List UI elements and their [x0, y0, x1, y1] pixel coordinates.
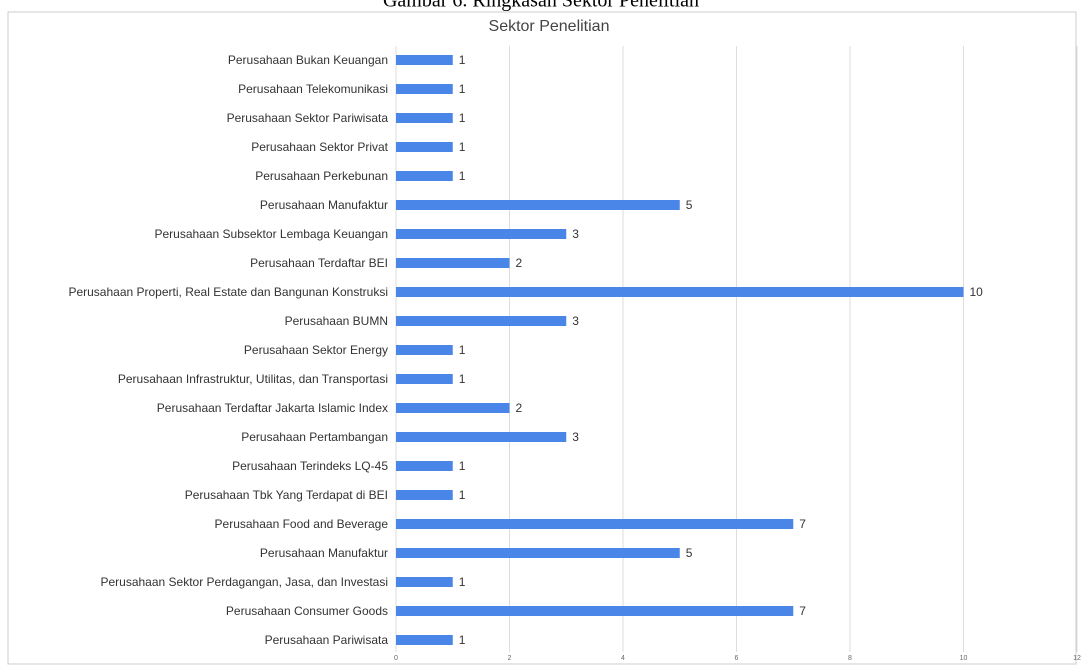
- bar: [396, 490, 453, 500]
- y-tick-label: Perusahaan Manufaktur: [260, 546, 388, 560]
- x-tick-label: 10: [960, 655, 968, 662]
- chart-frame: [7, 11, 1077, 665]
- x-tick-label: 12: [1073, 655, 1081, 662]
- bar: [396, 200, 680, 210]
- y-tick-label: Perusahaan Sektor Energy: [244, 343, 388, 357]
- data-label: 2: [516, 256, 523, 270]
- bar: [396, 548, 680, 558]
- data-label: 1: [459, 111, 466, 125]
- data-label: 3: [572, 227, 579, 241]
- data-label: 3: [572, 430, 579, 444]
- bar: [396, 635, 453, 645]
- x-tick-label: 2: [508, 655, 512, 662]
- bar: [396, 171, 453, 181]
- x-tick-label: 6: [735, 655, 739, 662]
- data-label: 1: [459, 53, 466, 67]
- data-label: 1: [459, 372, 466, 386]
- data-label: 1: [459, 575, 466, 589]
- y-tick-label: Perusahaan Terindeks LQ-45: [232, 459, 388, 473]
- data-label: 1: [459, 488, 466, 502]
- y-tick-label: Perusahaan Consumer Goods: [226, 604, 388, 618]
- x-tick-label: 0: [394, 655, 398, 662]
- y-tick-label: Perusahaan Pertambangan: [241, 430, 388, 444]
- bar: [396, 55, 453, 65]
- y-tick-label: Perusahaan Food and Beverage: [215, 517, 389, 531]
- bar: [396, 84, 453, 94]
- data-label: 3: [572, 314, 579, 328]
- bar: [396, 142, 453, 152]
- y-tick-label: Perusahaan Sektor Perdagangan, Jasa, dan…: [100, 575, 388, 589]
- bar: [396, 229, 567, 239]
- x-tick-label: 4: [621, 655, 625, 662]
- data-label: 10: [970, 285, 984, 299]
- bar: [396, 577, 453, 587]
- y-tick-label: Perusahaan BUMN: [285, 314, 388, 328]
- bar: [396, 403, 510, 413]
- figure-caption: Gambar 6. Ringkasan Sektor Penelitian: [383, 0, 699, 12]
- data-label: 5: [686, 198, 693, 212]
- y-tick-label: Perusahaan Tbk Yang Terdapat di BEI: [185, 488, 388, 502]
- y-tick-label: Perusahaan Perkebunan: [255, 169, 388, 183]
- bar: [396, 113, 453, 123]
- bar: [396, 316, 567, 326]
- x-tick-label: 8: [848, 655, 852, 662]
- y-tick-label: Perusahaan Sektor Pariwisata: [227, 111, 389, 125]
- data-label: 1: [459, 633, 466, 647]
- bar: [396, 606, 794, 616]
- data-label: 1: [459, 82, 466, 96]
- y-tick-label: Perusahaan Subsektor Lembaga Keuangan: [154, 227, 388, 241]
- y-tick-label: Perusahaan Manufaktur: [260, 198, 388, 212]
- bar: [396, 432, 567, 442]
- chart-title: Sektor Penelitian: [489, 18, 610, 35]
- bar: [396, 519, 794, 529]
- bar: [396, 461, 453, 471]
- y-tick-label: Perusahaan Properti, Real Estate dan Ban…: [68, 285, 388, 299]
- data-label: 5: [686, 546, 693, 560]
- data-label: 1: [459, 169, 466, 183]
- data-label: 1: [459, 140, 466, 154]
- y-tick-label: Perusahaan Terdaftar Jakarta Islamic Ind…: [157, 401, 388, 415]
- bar: [396, 374, 453, 384]
- y-tick-label: Perusahaan Bukan Keuangan: [228, 53, 388, 67]
- data-label: 7: [799, 517, 806, 531]
- y-tick-label: Perusahaan Terdaftar BEI: [250, 256, 388, 270]
- bar: [396, 345, 453, 355]
- y-tick-label: Perusahaan Telekomunikasi: [238, 82, 388, 96]
- data-label: 2: [516, 401, 523, 415]
- bar: [396, 287, 964, 297]
- data-label: 7: [799, 604, 806, 618]
- data-label: 1: [459, 343, 466, 357]
- y-tick-label: Perusahaan Infrastruktur, Utilitas, dan …: [118, 372, 388, 386]
- data-label: 1: [459, 459, 466, 473]
- bar: [396, 258, 510, 268]
- y-tick-label: Perusahaan Pariwisata: [265, 633, 389, 647]
- y-tick-label: Perusahaan Sektor Privat: [251, 140, 388, 154]
